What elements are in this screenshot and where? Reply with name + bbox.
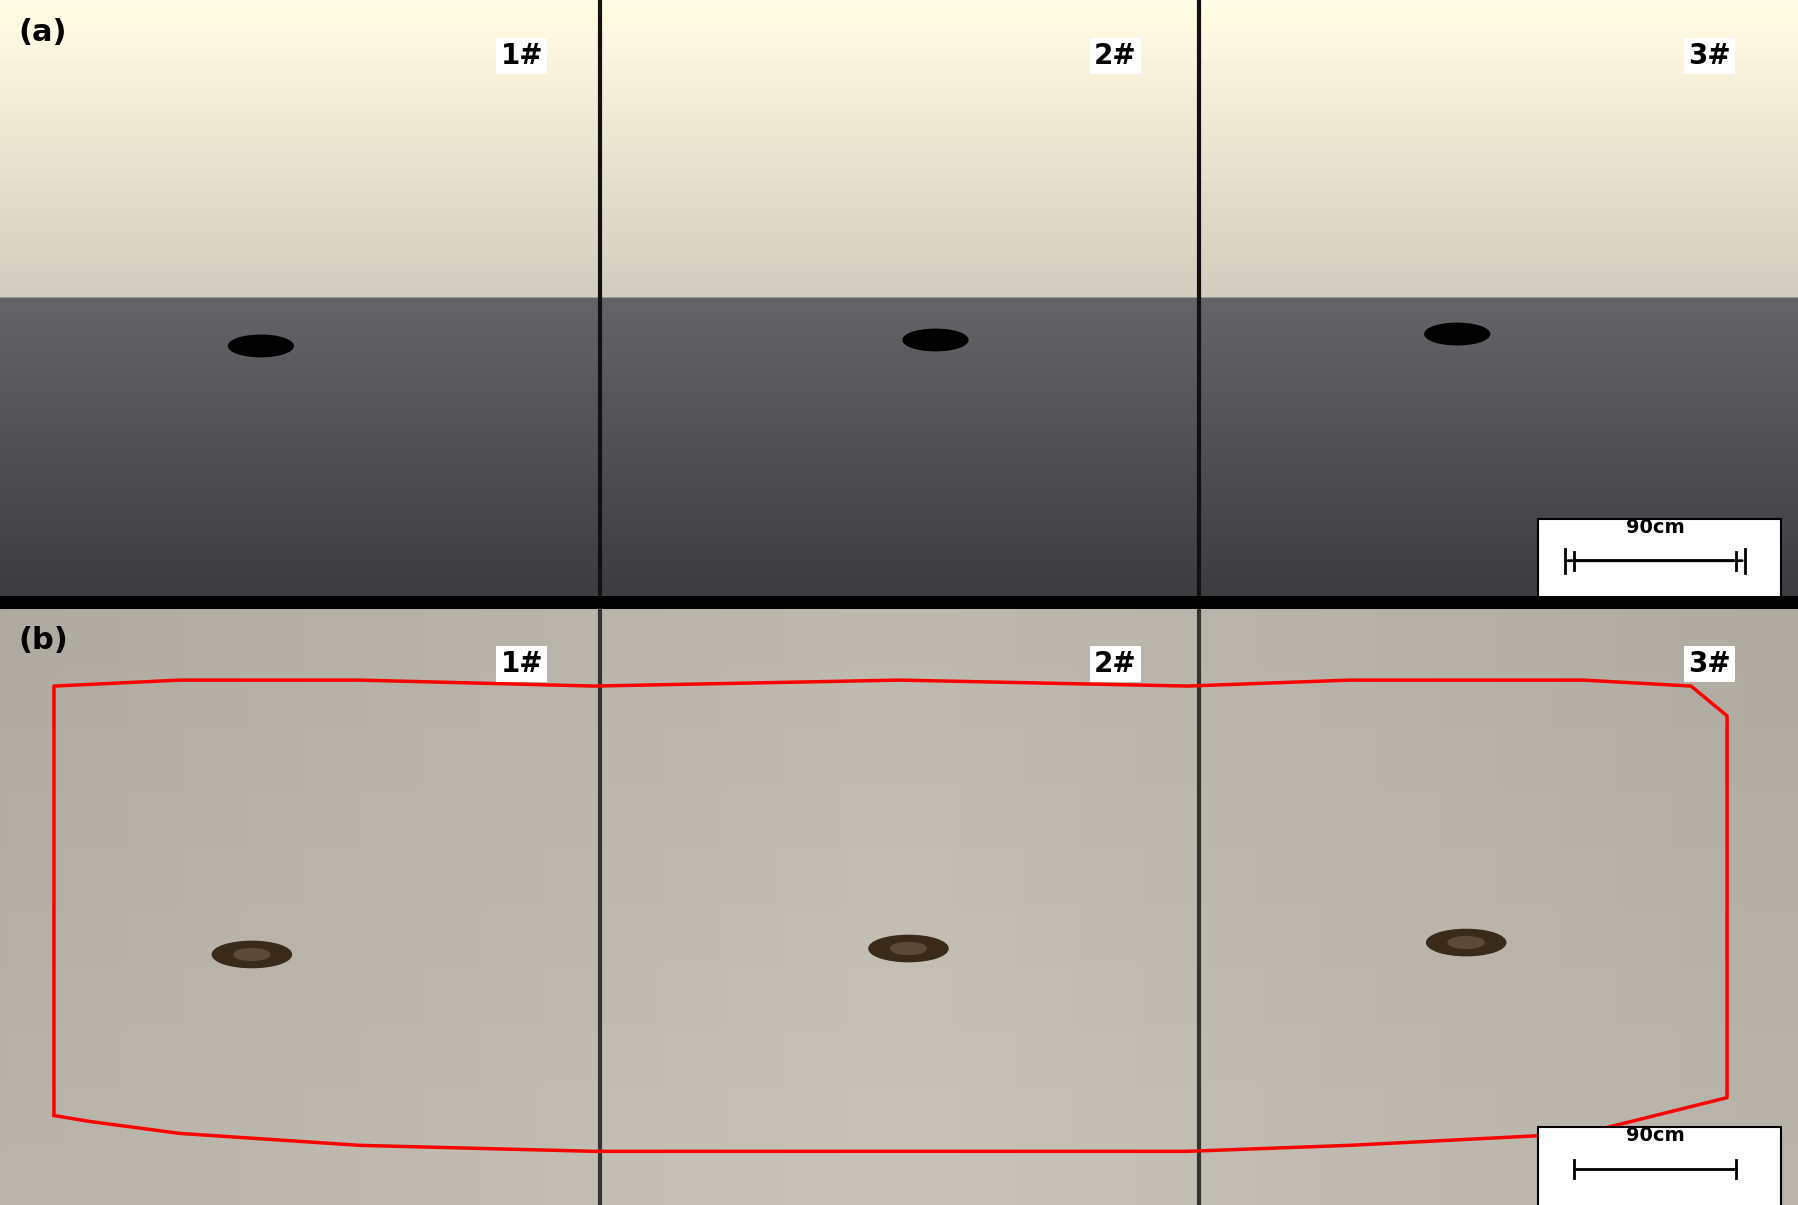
Text: (a): (a) xyxy=(18,18,67,47)
Circle shape xyxy=(1424,323,1489,345)
Circle shape xyxy=(903,329,967,351)
Circle shape xyxy=(234,948,270,960)
Circle shape xyxy=(890,942,926,954)
Text: 3#: 3# xyxy=(1687,42,1730,70)
Circle shape xyxy=(868,935,948,962)
FancyBboxPatch shape xyxy=(1537,519,1780,602)
Text: 90cm: 90cm xyxy=(1625,1127,1683,1145)
FancyBboxPatch shape xyxy=(1537,1128,1780,1205)
Text: 90cm: 90cm xyxy=(1625,518,1683,537)
Circle shape xyxy=(1426,929,1505,956)
Text: (b): (b) xyxy=(18,627,68,656)
Text: 2#: 2# xyxy=(1093,651,1136,678)
Text: 1#: 1# xyxy=(500,42,543,70)
Text: 1#: 1# xyxy=(500,651,543,678)
Circle shape xyxy=(1447,936,1483,948)
Text: 2#: 2# xyxy=(1093,42,1136,70)
Circle shape xyxy=(228,335,293,357)
Text: 3#: 3# xyxy=(1687,651,1730,678)
Circle shape xyxy=(212,941,291,968)
